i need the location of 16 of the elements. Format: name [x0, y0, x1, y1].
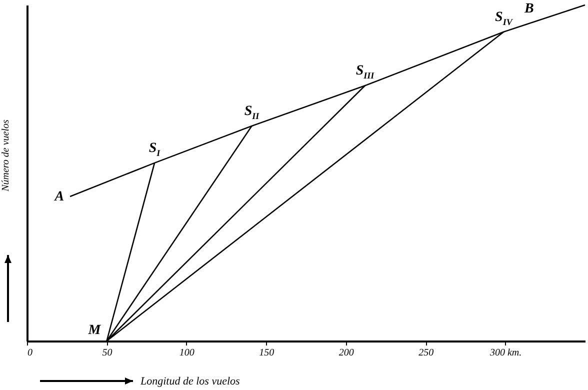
x-tick-label: 0 — [28, 348, 32, 358]
x-tick-label: 150 — [259, 348, 274, 358]
annotation: S$_{II}$ — [244, 104, 260, 122]
annotation: S$_{I}$ — [148, 141, 161, 158]
x-tick-label: 250 — [418, 348, 434, 358]
x-axis-title: Longitud de los vuelos — [140, 376, 240, 388]
annotation: M — [87, 323, 102, 338]
annotation: B — [524, 2, 534, 17]
x-tick-label: 300 km. — [488, 348, 522, 358]
x-tick-label: 50 — [102, 348, 112, 358]
x-tick-label: 100 — [179, 348, 194, 358]
x-tick-label: 200 — [338, 348, 354, 358]
annotation: A — [54, 190, 64, 205]
y-axis-title: Número de vuelos — [0, 119, 12, 192]
annotation: S$_{III}$ — [356, 64, 375, 81]
annotation: S$_{IV}$ — [495, 10, 514, 27]
